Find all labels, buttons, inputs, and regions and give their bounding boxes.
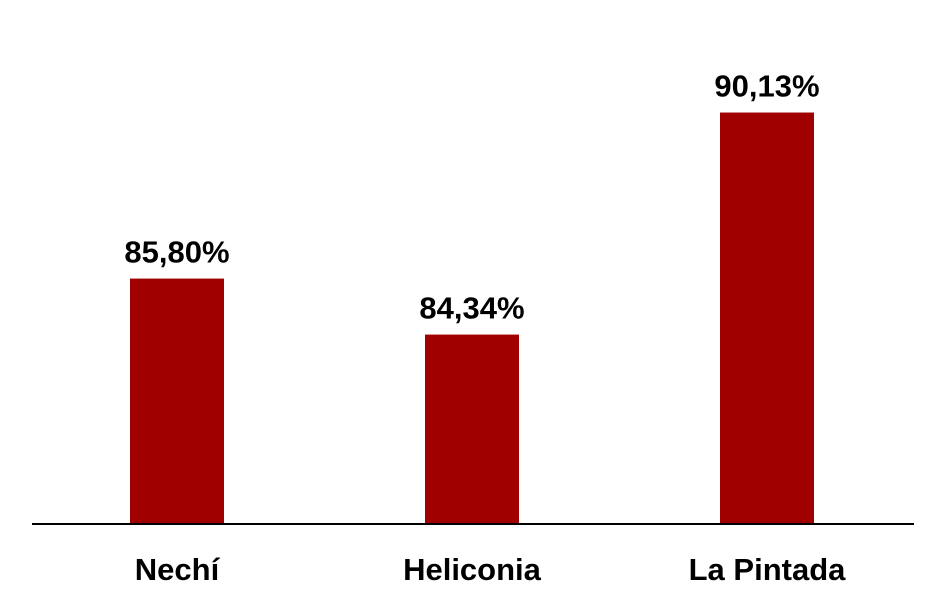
bar-1 [425, 334, 519, 524]
category-labels-group: Nechí Heliconia La Pintada [135, 552, 846, 587]
category-label-1: Heliconia [403, 552, 542, 587]
bar-value-label-0: 85,80% [124, 235, 229, 270]
bar-0 [130, 278, 224, 524]
bar-value-label-2: 90,13% [714, 69, 819, 104]
bar-value-label-1: 84,34% [419, 291, 524, 326]
bars-group [130, 112, 814, 525]
category-label-2: La Pintada [689, 552, 847, 587]
value-labels-group: 85,80% 84,34% 90,13% [124, 69, 819, 326]
category-label-0: Nechí [135, 552, 221, 587]
bar-2 [720, 112, 814, 525]
